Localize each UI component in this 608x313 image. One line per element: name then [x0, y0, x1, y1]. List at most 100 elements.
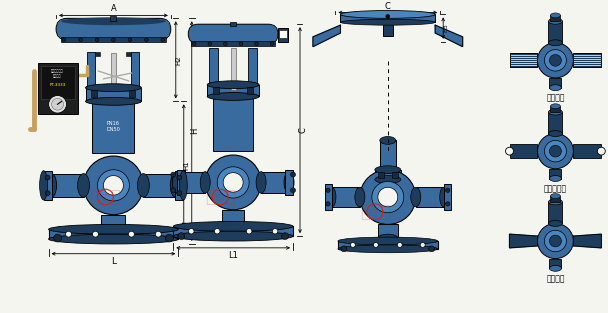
Bar	[279, 30, 287, 38]
Circle shape	[386, 14, 390, 18]
Text: 川: 川	[91, 188, 100, 206]
Text: 川: 川	[360, 203, 370, 221]
Bar	[209, 85, 257, 90]
Text: A: A	[111, 4, 116, 13]
Circle shape	[188, 24, 208, 44]
Bar	[338, 241, 438, 249]
Bar	[444, 184, 451, 210]
Circle shape	[544, 49, 567, 71]
Circle shape	[49, 95, 66, 113]
Ellipse shape	[102, 227, 125, 237]
Bar	[173, 226, 293, 236]
Ellipse shape	[86, 97, 142, 105]
Text: 川: 川	[206, 188, 215, 206]
Ellipse shape	[550, 194, 561, 198]
Text: 川滬: 川滬	[101, 194, 109, 200]
Text: L1: L1	[228, 251, 238, 260]
Bar	[88, 52, 95, 93]
Circle shape	[95, 38, 98, 42]
Text: 滬: 滬	[380, 203, 390, 221]
Ellipse shape	[548, 199, 562, 205]
Circle shape	[373, 243, 378, 247]
Bar	[378, 224, 398, 238]
Bar	[548, 202, 562, 223]
Circle shape	[537, 134, 573, 169]
Ellipse shape	[47, 174, 57, 197]
Circle shape	[128, 231, 134, 237]
Circle shape	[258, 24, 278, 44]
Circle shape	[224, 42, 227, 45]
Bar	[52, 174, 83, 197]
Circle shape	[255, 42, 258, 45]
Bar	[95, 52, 100, 56]
Ellipse shape	[338, 245, 438, 253]
Text: 滬: 滬	[111, 188, 120, 206]
Polygon shape	[313, 25, 340, 47]
Text: H: H	[190, 128, 199, 134]
Ellipse shape	[200, 172, 210, 193]
Text: 螺紋連接: 螺紋連接	[546, 94, 565, 103]
Circle shape	[45, 175, 50, 180]
Bar	[67, 18, 160, 40]
Text: 川滬: 川滬	[216, 194, 224, 200]
Circle shape	[103, 176, 123, 195]
Bar	[550, 15, 561, 21]
Bar	[61, 37, 166, 42]
Bar	[92, 100, 134, 153]
Bar	[86, 88, 142, 101]
Ellipse shape	[375, 166, 401, 174]
Circle shape	[597, 147, 606, 155]
Circle shape	[78, 38, 82, 42]
Bar	[285, 170, 293, 195]
Polygon shape	[510, 234, 537, 248]
Ellipse shape	[179, 171, 187, 200]
Bar	[178, 170, 185, 195]
Ellipse shape	[440, 187, 447, 207]
Circle shape	[544, 230, 567, 252]
Bar	[383, 16, 393, 36]
Ellipse shape	[378, 234, 398, 242]
Circle shape	[239, 42, 243, 45]
Bar	[416, 187, 444, 207]
Text: L: L	[111, 257, 116, 266]
Circle shape	[149, 18, 171, 40]
Circle shape	[128, 38, 132, 42]
Text: FT-3333: FT-3333	[49, 83, 66, 87]
Ellipse shape	[548, 131, 562, 136]
Bar	[213, 87, 219, 94]
Circle shape	[161, 38, 165, 42]
Ellipse shape	[548, 109, 562, 115]
Bar	[192, 41, 275, 46]
Circle shape	[177, 191, 182, 196]
Bar	[548, 112, 562, 134]
Circle shape	[446, 188, 450, 192]
Bar	[325, 184, 332, 210]
Ellipse shape	[340, 11, 435, 18]
Bar	[550, 106, 561, 112]
Bar	[111, 16, 116, 21]
Bar	[550, 259, 561, 268]
Ellipse shape	[548, 40, 562, 46]
Bar	[131, 52, 139, 93]
Bar	[340, 14, 435, 22]
Bar	[91, 90, 97, 97]
Text: 對燊連接: 對燊連接	[546, 274, 565, 283]
Circle shape	[62, 38, 66, 42]
Circle shape	[193, 42, 196, 45]
Circle shape	[360, 170, 416, 224]
Circle shape	[282, 233, 289, 239]
Bar	[213, 97, 253, 151]
Bar	[550, 78, 561, 88]
Circle shape	[45, 191, 50, 196]
Ellipse shape	[207, 93, 259, 100]
Circle shape	[272, 228, 278, 234]
Text: 滬: 滬	[225, 188, 235, 206]
Ellipse shape	[338, 237, 438, 245]
Ellipse shape	[256, 172, 266, 193]
Ellipse shape	[86, 84, 142, 92]
Circle shape	[420, 243, 425, 247]
Circle shape	[178, 233, 185, 239]
Text: H1: H1	[184, 161, 190, 170]
Circle shape	[188, 228, 194, 234]
Circle shape	[155, 231, 161, 237]
